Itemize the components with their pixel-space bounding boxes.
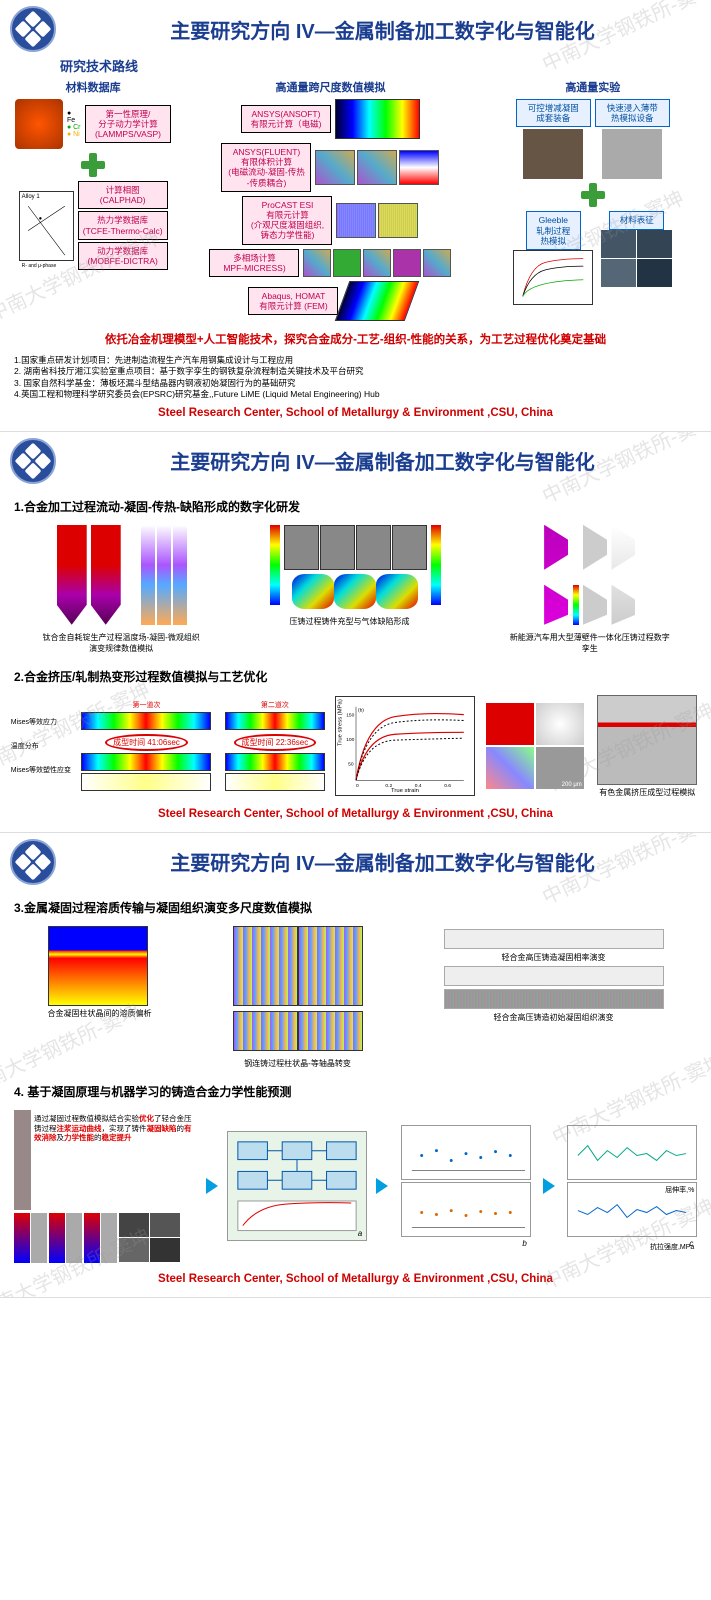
- box-dictra: 动力学数据库 (MOBFE-DICTRA): [78, 242, 168, 270]
- slide-title: 主要研究方向 IV—金属制备加工数字化与智能化: [64, 847, 701, 876]
- section-3-heading: 3.金属凝固过程溶质传输与凝固组织演变多尺度数值模拟: [0, 891, 711, 920]
- box-abaqus: Abaqus, HOMAT 有限元计算 (FEM): [248, 287, 338, 315]
- micress-sim-images: [303, 249, 451, 277]
- sem-images: [601, 230, 672, 287]
- phase-diagram-image: Alloy 1 R- and μ-phase: [19, 191, 74, 261]
- slide-2: 中南大学钢铁所-窦坤 中南大学钢铁所-窦坤 中南大学钢铁所-窦坤 主要研究方向 …: [0, 432, 711, 833]
- fluent-sim-images: [315, 150, 439, 185]
- svg-text:0.6: 0.6: [445, 783, 452, 789]
- plus-icon: [81, 153, 105, 177]
- box-thermo: 热力学数据库 (TCFE-Thermo-Calc): [78, 211, 168, 239]
- fem-sim-image: [335, 281, 420, 321]
- equipment-image-2: [602, 129, 662, 179]
- defect-images: [119, 1213, 180, 1263]
- cet-figure: 钢连铸过程柱状晶-等轴晶转变: [233, 926, 363, 1069]
- box-micress: 多相场计算 MPF-MICRESS): [209, 249, 299, 277]
- project-1: 1.国家重点研发计划项目：先进制造流程生产汽车用钢集成设计与工程应用: [14, 355, 697, 366]
- slide-footer: Steel Research Center, School of Metallu…: [0, 403, 711, 423]
- svg-text:0.2: 0.2: [386, 783, 393, 789]
- fem-pass1: 第一道次 成型时间 41:06sec: [81, 700, 211, 793]
- svg-text:50: 50: [349, 762, 355, 768]
- fem-pass-labels: Mises等效应力 温度分布 Mises等效塑性应变: [11, 717, 71, 775]
- slide-3: 中南大学钢铁所-窦坤 中南大学钢铁所-窦坤 中南大学钢铁所-窦坤 中南大学钢铁所…: [0, 833, 711, 1298]
- project-list: 1.国家重点研发计划项目：先进制造流程生产汽车用钢集成设计与工程应用 2. 湖南…: [0, 353, 711, 403]
- svg-text:0: 0: [356, 783, 359, 789]
- svg-text:150: 150: [347, 713, 355, 719]
- project-3: 3. 国家自然科学基金：薄板坯漏斗型结晶器内钢液初始凝固行为的基础研究: [14, 378, 697, 389]
- wall-piece-figure: 新能源汽车用大型薄壁件一体化压铸过程数字孪生: [510, 525, 670, 654]
- procast-sim-images: [336, 203, 418, 238]
- csu-logo: [10, 438, 56, 484]
- hpc-figure: 轻合金高压铸造凝固相率演变 轻合金高压铸造初始凝固组织演变: [444, 926, 664, 1023]
- micro-images: 200 μm: [486, 703, 584, 789]
- section-1-figures: 钛合金自耗锭生产过程温度场-凝固-微观组织演变规律数值模拟 压铸过程铸件充型与气…: [0, 519, 711, 660]
- slide-footer: Steel Research Center, School of Metallu…: [0, 804, 711, 824]
- svg-text:(b): (b): [358, 708, 364, 714]
- section-1-heading: 1.合金加工过程流动-凝固-传热-缺陷形成的数字化研发: [0, 490, 711, 519]
- box-gleeble: Gleeble 轧制过程 热模拟: [526, 211, 581, 250]
- s4-description: 通过凝固过程数值模拟结合实验优化了轻合金压铸过程注浆运动曲线，实现了铸件凝固缺陷…: [34, 1110, 194, 1143]
- slide-1: 中南大学钢铁所-窦坤 中南大学钢铁所-窦坤 中南大学钢铁所-窦坤 主要研究方向 …: [0, 0, 711, 432]
- section-2-heading: 2.合金挤压/轧制热变形过程数值模拟与工艺优化: [0, 660, 711, 689]
- box-ansoft: ANSYS(ANSOFT) 有限元计算（电磁): [241, 105, 331, 133]
- prediction-charts-c: 屈伸率,% 抗拉强度,MPa c: [567, 1125, 697, 1248]
- section-4-figures: 通过凝固过程数值模拟结合实验优化了轻合金压铸过程注浆运动曲线，实现了铸件凝固缺陷…: [0, 1104, 711, 1269]
- research-route-subtitle: 研究技术路线: [0, 56, 711, 75]
- summary-text: 依托冶金机理模型+人工智能技术，探究合金成分-工艺-组织-性能的关系，为工艺过程…: [0, 325, 711, 353]
- wall-sim-pair: [84, 1213, 117, 1263]
- csu-logo: [10, 839, 56, 885]
- plus-icon: [581, 183, 605, 207]
- simulation-column: 高通量跨尺度数值模拟 ANSYS(ANSOFT) 有限元计算（电磁) ANSYS…: [190, 79, 470, 321]
- svg-text:0.4: 0.4: [415, 783, 422, 789]
- arrow-icon: [543, 1178, 555, 1194]
- stress-strain-chart: True stress (MPa) True strain 00.20.40.6…: [335, 696, 475, 796]
- project-2: 2. 湖南省科技厅湘江实验室重点项目：基于数字孪生的钢铁复杂流程制造关键技术及平…: [14, 366, 697, 377]
- arrow-icon: [206, 1178, 218, 1194]
- box-calphad: 计算相图 (CALPHAD): [78, 181, 168, 209]
- extrusion-die-figure: 有色金属挤压成型过程模拟: [597, 695, 697, 798]
- slide-title: 主要研究方向 IV—金属制备加工数字化与智能化: [64, 446, 701, 475]
- col-label-sim: 高通量跨尺度数值模拟: [275, 79, 385, 95]
- prediction-charts-b: b: [401, 1125, 531, 1248]
- box-thin-strip: 快速浸入薄带 热模拟设备: [595, 99, 670, 127]
- box-lammps: 第一性原理/ 分子动力学计算 (LAMMPS/VASP): [85, 105, 172, 144]
- slide-header: 主要研究方向 IV—金属制备加工数字化与智能化: [0, 833, 711, 891]
- em-sim-image: [335, 99, 420, 139]
- box-characterization: 材料表征: [609, 211, 664, 229]
- element-legend: ● Fe ● Cr ● Ni: [67, 110, 81, 138]
- slide-header: 主要研究方向 IV—金属制备加工数字化与智能化: [0, 432, 711, 490]
- crystal-structure-image: [15, 99, 63, 149]
- segregation-figure: 合金凝固柱状晶间的溶质偏析: [48, 926, 152, 1019]
- slide-title: 主要研究方向 IV—金属制备加工数字化与智能化: [64, 15, 701, 44]
- fem-pass2: 第二道次 成型时间 22:36sec: [225, 700, 325, 793]
- ingot-figure: 钛合金自耗锭生产过程温度场-凝固-微观组织演变规律数值模拟: [41, 525, 201, 654]
- svg-text:100: 100: [347, 737, 355, 743]
- casting-figure: 压铸过程铸件充型与气体缺陷形成: [270, 525, 442, 627]
- wall-sim-pair: [49, 1213, 82, 1263]
- wall-sim-pair: [14, 1213, 47, 1263]
- neural-network-diagram: a: [227, 1131, 367, 1241]
- col-label-exp: 高通量实验: [565, 79, 620, 95]
- section-4-heading: 4. 基于凝固原理与机器学习的铸造合金力学性能预测: [0, 1075, 711, 1104]
- material-db-column: 材料数据库 ● Fe ● Cr ● Ni 第一性原理/ 分子动力学计算 (LAM…: [18, 79, 168, 270]
- csu-logo: [10, 6, 56, 52]
- col-label-material: 材料数据库: [66, 79, 121, 95]
- section-2-figures: Mises等效应力 温度分布 Mises等效塑性应变 第一道次 成型时间 41:…: [0, 689, 711, 804]
- box-fluent: ANSYS(FLUENT) 有限体积计算 (电磁流动-凝固-传热 -传质耦合): [221, 143, 311, 192]
- slide-header: 主要研究方向 IV—金属制备加工数字化与智能化: [0, 0, 711, 58]
- slide-footer: Steel Research Center, School of Metallu…: [0, 1269, 711, 1289]
- box-solidification: 可控增减凝固 成套装备: [516, 99, 591, 127]
- equipment-image-1: [523, 129, 583, 179]
- svg-text:True stress (MPa): True stress (MPa): [338, 699, 344, 746]
- gleeble-chart: [513, 250, 593, 305]
- flowchart-row: 材料数据库 ● Fe ● Cr ● Ni 第一性原理/ 分子动力学计算 (LAM…: [0, 75, 711, 325]
- sim-comparison-figure: 通过凝固过程数值模拟结合实验优化了轻合金压铸过程注浆运动曲线，实现了铸件凝固缺陷…: [14, 1110, 194, 1263]
- arrow-icon: [376, 1178, 388, 1194]
- box-procast: ProCAST ESI 有限元计算 (介观尺度凝固组织, 铸态力学性能): [242, 196, 332, 245]
- project-4: 4.英国工程和物理科学研究委员会(EPSRC)研究基金,,Future LiME…: [14, 389, 697, 400]
- section-3-figures: 合金凝固柱状晶间的溶质偏析 钢连铸过程柱状晶-等轴晶转变 轻合金高压铸造凝固相率…: [0, 920, 711, 1075]
- experiment-column: 高通量实验 可控增减凝固 成套装备 快速浸入薄带 热模拟设备 Gleeble 轧…: [493, 79, 693, 305]
